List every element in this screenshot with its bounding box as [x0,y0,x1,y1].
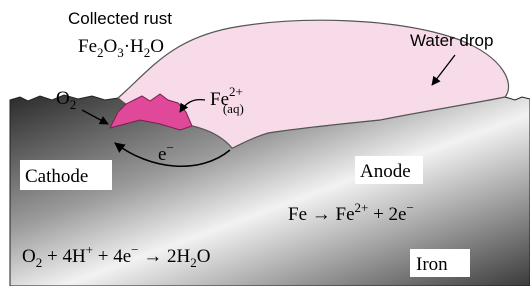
f: O [104,36,118,57]
f: Fe → Fe [288,204,355,225]
f: e [158,144,166,165]
f: O [150,36,164,57]
f: + 4H [42,246,86,267]
f: + 2e [368,204,406,225]
diagram: Collected rust Fe2O3·H2O Water drop O2 F… [0,0,530,286]
anode-reaction: Fe → Fe2+ + 2e− [288,200,414,225]
f: + [86,242,93,257]
f: O [56,88,70,109]
collected-rust: Collected rust [68,9,172,28]
f: O [197,246,211,267]
iron-label: Iron [416,254,448,275]
water-drop-label: Water drop [410,31,493,50]
f: + 4e [93,246,131,267]
f: O [22,246,36,267]
f: − [131,242,138,257]
f: 2+ [229,84,243,99]
cathode-reaction: O2 + 4H+ + 4e− → 2H2O [22,242,210,270]
f: Fe [78,36,97,57]
f: → 2H [139,246,191,267]
f: − [407,200,414,215]
f: 2+ [355,200,369,215]
f: 2 [70,97,77,112]
f: (aq) [223,101,244,116]
rust-formula: Fe2O3·H2O [78,36,164,60]
oxygen-label: O2 [56,88,76,112]
f: ·H [124,36,144,57]
f: − [166,140,173,155]
anode-label: Anode [360,161,411,182]
cathode-label: Cathode [25,166,88,187]
